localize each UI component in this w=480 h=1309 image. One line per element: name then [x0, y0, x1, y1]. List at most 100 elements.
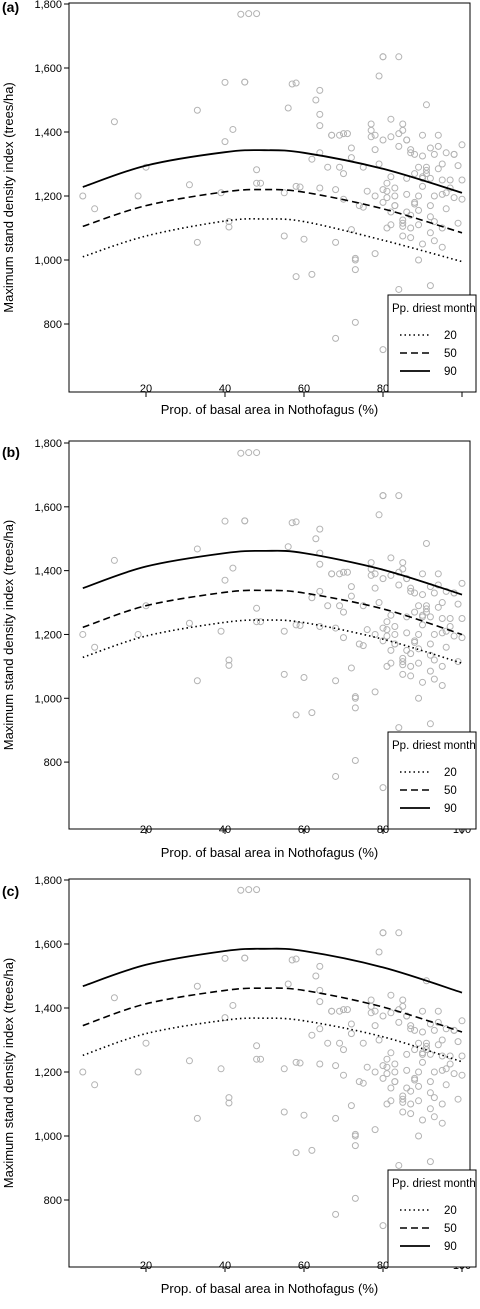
observation-point — [442, 1065, 450, 1073]
observation-point — [371, 1068, 379, 1076]
observation-point — [399, 1092, 407, 1100]
observation-point — [458, 634, 466, 642]
legend-title: Pp. driest month — [392, 1178, 476, 1190]
observation-point — [308, 594, 316, 602]
observation-point — [434, 603, 442, 611]
observation-point — [383, 1100, 391, 1108]
observation-point — [387, 991, 395, 999]
observation-point — [458, 1071, 466, 1079]
observation-point — [403, 1012, 411, 1020]
observation-point — [438, 160, 446, 168]
observation-point — [407, 1087, 415, 1095]
observation-point — [387, 1097, 395, 1105]
fitted-curve-90 — [82, 549, 463, 596]
observation-point — [355, 1078, 363, 1086]
observation-point — [426, 229, 434, 237]
observation-point — [442, 643, 450, 651]
observation-point — [332, 334, 340, 342]
observation-point — [387, 221, 395, 229]
observation-point — [375, 599, 383, 607]
observation-point — [316, 184, 324, 192]
observation-point — [280, 1065, 288, 1073]
fitted-curve-90 — [82, 149, 463, 194]
observation-point — [458, 195, 466, 203]
observation-point — [225, 223, 233, 231]
observation-point — [300, 235, 308, 243]
y-tick-label: 1,000 — [34, 1131, 62, 1143]
observation-point — [399, 658, 407, 666]
y-tick-label: 800 — [44, 757, 62, 769]
observation-point — [415, 630, 423, 638]
observation-point — [253, 10, 261, 18]
observation-point — [340, 568, 347, 576]
observation-point — [225, 218, 233, 226]
observation-point — [316, 525, 324, 533]
observation-point — [395, 53, 403, 61]
observation-point — [426, 613, 434, 621]
observation-point — [280, 670, 288, 678]
x-axis-label: Prop. of basal area in Nothofagus (%) — [161, 402, 379, 417]
observation-point — [193, 1114, 201, 1122]
observation-point — [391, 192, 399, 200]
observation-point — [419, 621, 426, 629]
observation-point — [253, 618, 261, 626]
observation-point — [375, 160, 383, 168]
observation-point — [407, 1025, 415, 1033]
observation-point — [454, 658, 462, 666]
observation-point — [407, 584, 415, 592]
legend-label: 20 — [444, 767, 457, 779]
observation-point — [387, 611, 395, 619]
observation-point — [110, 118, 118, 126]
observation-point — [411, 608, 419, 616]
x-tick-label: 80 — [377, 824, 389, 836]
observation-point — [367, 559, 375, 567]
observation-point — [308, 709, 316, 717]
observation-point — [221, 138, 229, 146]
observation-point — [340, 170, 347, 178]
observation-point — [387, 554, 395, 562]
observation-point — [383, 224, 391, 232]
observation-point — [371, 630, 379, 638]
observation-point — [399, 216, 407, 224]
x-tick-label: 20 — [140, 824, 152, 836]
observation-point — [91, 643, 99, 651]
observation-point — [426, 144, 434, 152]
observation-point — [403, 136, 411, 144]
observation-point — [430, 1026, 438, 1034]
observation-point — [434, 570, 442, 578]
observation-point — [415, 694, 423, 702]
observation-point — [422, 605, 430, 613]
fitted-curve-50 — [82, 589, 463, 636]
y-tick-label: 1,000 — [34, 255, 62, 267]
x-tick-label: 80 — [377, 383, 389, 395]
observation-point — [221, 576, 229, 584]
legend-label: 50 — [444, 1223, 457, 1235]
observation-point — [343, 1006, 351, 1014]
observation-point — [343, 130, 351, 138]
observation-point — [379, 1222, 387, 1230]
observation-point — [193, 106, 201, 114]
observation-point — [434, 1007, 442, 1015]
observation-point — [351, 704, 359, 712]
observation-point — [355, 640, 363, 648]
observation-point — [438, 599, 446, 607]
observation-point — [430, 192, 438, 200]
observation-point — [253, 604, 261, 612]
observation-point — [367, 120, 375, 128]
observation-point — [426, 213, 434, 221]
observation-point — [284, 104, 292, 112]
observation-point — [411, 1046, 419, 1054]
observation-point — [245, 10, 253, 18]
y-axis-label: Maximum stand density index (trees/ha) — [1, 958, 16, 1188]
observation-point — [355, 202, 363, 210]
observation-point — [288, 519, 296, 527]
observation-point — [383, 194, 391, 202]
observation-point — [403, 646, 411, 654]
observation-point — [185, 181, 193, 189]
observation-point — [253, 886, 261, 894]
observation-point — [340, 608, 347, 616]
observation-point — [383, 626, 391, 634]
observation-point — [399, 1095, 407, 1103]
observation-point — [347, 1020, 355, 1028]
y-tick-label: 1,400 — [34, 566, 62, 578]
